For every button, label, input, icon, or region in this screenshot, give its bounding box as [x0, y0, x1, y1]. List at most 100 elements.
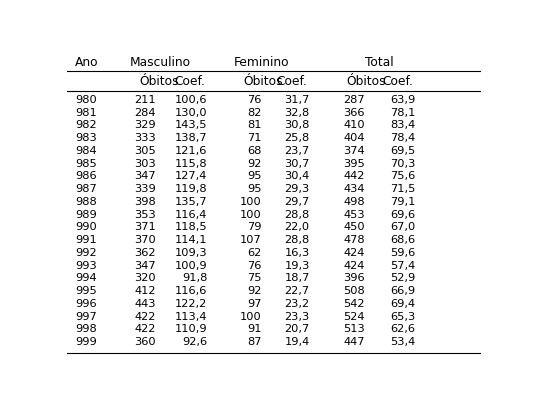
Text: 30,7: 30,7: [284, 159, 310, 168]
Text: 287: 287: [343, 95, 365, 105]
Text: 32,8: 32,8: [285, 107, 310, 118]
Text: 453: 453: [343, 210, 365, 220]
Text: 67,0: 67,0: [390, 222, 415, 232]
Text: 513: 513: [343, 324, 365, 335]
Text: 71,5: 71,5: [390, 184, 415, 194]
Text: 81: 81: [247, 120, 261, 130]
Text: 79,1: 79,1: [390, 197, 415, 207]
Text: 115,8: 115,8: [175, 159, 208, 168]
Text: 329: 329: [134, 120, 156, 130]
Text: 95: 95: [247, 171, 261, 181]
Text: 362: 362: [134, 248, 156, 258]
Text: 63,9: 63,9: [390, 95, 415, 105]
Text: 23,3: 23,3: [285, 311, 310, 322]
Text: 370: 370: [134, 235, 156, 245]
Text: 542: 542: [343, 299, 365, 309]
Text: 395: 395: [343, 159, 365, 168]
Text: 78,4: 78,4: [390, 133, 415, 143]
Text: 66,9: 66,9: [390, 286, 415, 296]
Text: Feminino: Feminino: [233, 56, 289, 69]
Text: 982: 982: [75, 120, 97, 130]
Text: Masculino: Masculino: [129, 56, 191, 69]
Text: 360: 360: [134, 337, 156, 347]
Text: 508: 508: [343, 286, 365, 296]
Text: 29,7: 29,7: [285, 197, 310, 207]
Text: 138,7: 138,7: [175, 133, 208, 143]
Text: 121,6: 121,6: [175, 146, 208, 156]
Text: 69,6: 69,6: [390, 210, 415, 220]
Text: 990: 990: [75, 222, 97, 232]
Text: 987: 987: [75, 184, 97, 194]
Text: 347: 347: [134, 261, 156, 271]
Text: 71: 71: [247, 133, 261, 143]
Text: 52,9: 52,9: [390, 274, 415, 283]
Text: 374: 374: [343, 146, 365, 156]
Text: 53,4: 53,4: [390, 337, 415, 347]
Text: 211: 211: [134, 95, 156, 105]
Text: 19,4: 19,4: [285, 337, 310, 347]
Text: 62: 62: [247, 248, 261, 258]
Text: 994: 994: [75, 274, 97, 283]
Text: 981: 981: [75, 107, 97, 118]
Text: 993: 993: [75, 261, 97, 271]
Text: 70,3: 70,3: [390, 159, 415, 168]
Text: 76: 76: [247, 261, 261, 271]
Text: 100: 100: [240, 311, 261, 322]
Text: 75,6: 75,6: [390, 171, 415, 181]
Text: 23,2: 23,2: [285, 299, 310, 309]
Text: 422: 422: [135, 311, 156, 322]
Text: 22,7: 22,7: [285, 286, 310, 296]
Text: 998: 998: [75, 324, 97, 335]
Text: Total: Total: [365, 56, 394, 69]
Text: 478: 478: [343, 235, 365, 245]
Text: 119,8: 119,8: [175, 184, 208, 194]
Text: 20,7: 20,7: [285, 324, 310, 335]
Text: 95: 95: [247, 184, 261, 194]
Text: 412: 412: [134, 286, 156, 296]
Text: 980: 980: [75, 95, 97, 105]
Text: 424: 424: [343, 248, 365, 258]
Text: 25,8: 25,8: [285, 133, 310, 143]
Text: 91,8: 91,8: [182, 274, 208, 283]
Text: 130,0: 130,0: [175, 107, 208, 118]
Text: 122,2: 122,2: [175, 299, 208, 309]
Text: 986: 986: [75, 171, 97, 181]
Text: 127,4: 127,4: [175, 171, 208, 181]
Text: 398: 398: [134, 197, 156, 207]
Text: Coef.: Coef.: [277, 75, 308, 88]
Text: 353: 353: [134, 210, 156, 220]
Text: 135,7: 135,7: [175, 197, 208, 207]
Text: 284: 284: [134, 107, 156, 118]
Text: 97: 97: [247, 299, 261, 309]
Text: 57,4: 57,4: [390, 261, 415, 271]
Text: 69,5: 69,5: [390, 146, 415, 156]
Text: 100: 100: [240, 210, 261, 220]
Text: 92: 92: [247, 159, 261, 168]
Text: 59,6: 59,6: [390, 248, 415, 258]
Text: 303: 303: [134, 159, 156, 168]
Text: 366: 366: [343, 107, 365, 118]
Text: 995: 995: [75, 286, 97, 296]
Text: 68: 68: [247, 146, 261, 156]
Text: Óbitos: Óbitos: [139, 75, 179, 88]
Text: 434: 434: [343, 184, 365, 194]
Text: 989: 989: [75, 210, 97, 220]
Text: Ano: Ano: [75, 56, 99, 69]
Text: 305: 305: [134, 146, 156, 156]
Text: 22,0: 22,0: [285, 222, 310, 232]
Text: Coef.: Coef.: [174, 75, 205, 88]
Text: 113,4: 113,4: [175, 311, 208, 322]
Text: 92,6: 92,6: [182, 337, 208, 347]
Text: 114,1: 114,1: [175, 235, 208, 245]
Text: 347: 347: [134, 171, 156, 181]
Text: 62,6: 62,6: [390, 324, 415, 335]
Text: 30,4: 30,4: [285, 171, 310, 181]
Text: 442: 442: [343, 171, 365, 181]
Text: Óbitos: Óbitos: [346, 75, 386, 88]
Text: 68,6: 68,6: [390, 235, 415, 245]
Text: 447: 447: [343, 337, 365, 347]
Text: 28,8: 28,8: [285, 210, 310, 220]
Text: 110,9: 110,9: [175, 324, 208, 335]
Text: 31,7: 31,7: [284, 95, 310, 105]
Text: 19,3: 19,3: [284, 261, 310, 271]
